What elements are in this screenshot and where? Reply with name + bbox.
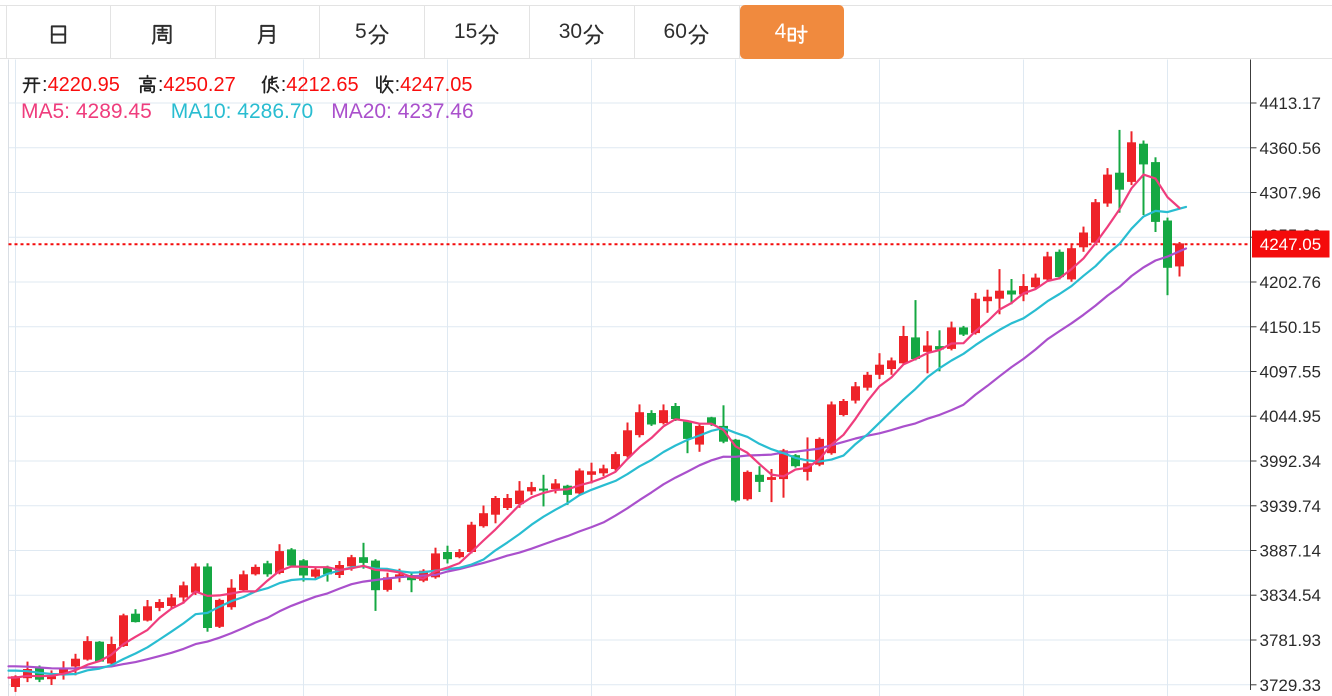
svg-text:4202.76: 4202.76 bbox=[1260, 273, 1321, 292]
svg-text:3834.54: 3834.54 bbox=[1260, 586, 1321, 605]
svg-text:3781.93: 3781.93 bbox=[1260, 631, 1321, 650]
svg-text:4150.15: 4150.15 bbox=[1260, 318, 1321, 337]
svg-text:3992.34: 3992.34 bbox=[1260, 452, 1321, 471]
svg-text:4097.55: 4097.55 bbox=[1260, 363, 1321, 382]
svg-text:3939.74: 3939.74 bbox=[1260, 497, 1321, 516]
svg-text:3729.33: 3729.33 bbox=[1260, 676, 1321, 695]
svg-text:4247.05: 4247.05 bbox=[1260, 235, 1321, 254]
svg-text:4044.95: 4044.95 bbox=[1260, 407, 1321, 426]
svg-text:4307.96: 4307.96 bbox=[1260, 184, 1321, 203]
svg-text:3887.14: 3887.14 bbox=[1260, 542, 1321, 561]
svg-text:4360.56: 4360.56 bbox=[1260, 139, 1321, 158]
svg-text:4413.17: 4413.17 bbox=[1260, 94, 1321, 113]
